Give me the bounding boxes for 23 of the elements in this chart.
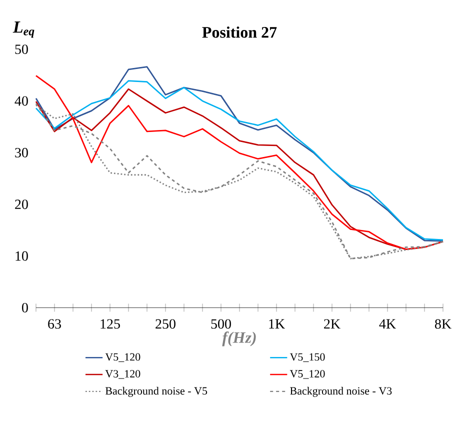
x-axis-title: f(Hz) — [222, 332, 256, 346]
legend-label: V3_120 — [105, 370, 140, 379]
chart-title: Position 27 — [202, 26, 277, 38]
y-tick-label: 30 — [15, 148, 28, 158]
x-tick-label: 8K — [434, 319, 452, 329]
legend-label: V5_120 — [105, 353, 140, 362]
y-tick-label: 0 — [22, 302, 28, 312]
y-tick-label: 50 — [15, 44, 28, 54]
legend-label: Background noise - V3 — [290, 386, 392, 397]
x-tick-label: 4K — [379, 319, 396, 328]
legend-label: Background noise - V5 — [105, 386, 208, 397]
y-axis-title: L$_{eq}$ — [12, 22, 34, 38]
y-tick-label: 40 — [14, 96, 28, 106]
y-tick-label: 20 — [15, 200, 28, 210]
y-tick-label: 10 — [16, 251, 28, 261]
x-tick-label: 1K — [269, 319, 285, 328]
legend-label: V5_120 — [290, 370, 325, 379]
legend-label: V5_150 — [290, 353, 325, 362]
x-tick-label: 250 — [156, 319, 176, 329]
x-tick-label: 125 — [100, 319, 120, 329]
x-tick-label: 63 — [48, 319, 61, 329]
x-tick-label: 2K — [324, 319, 340, 328]
x-tick-label: 500 — [211, 319, 231, 329]
